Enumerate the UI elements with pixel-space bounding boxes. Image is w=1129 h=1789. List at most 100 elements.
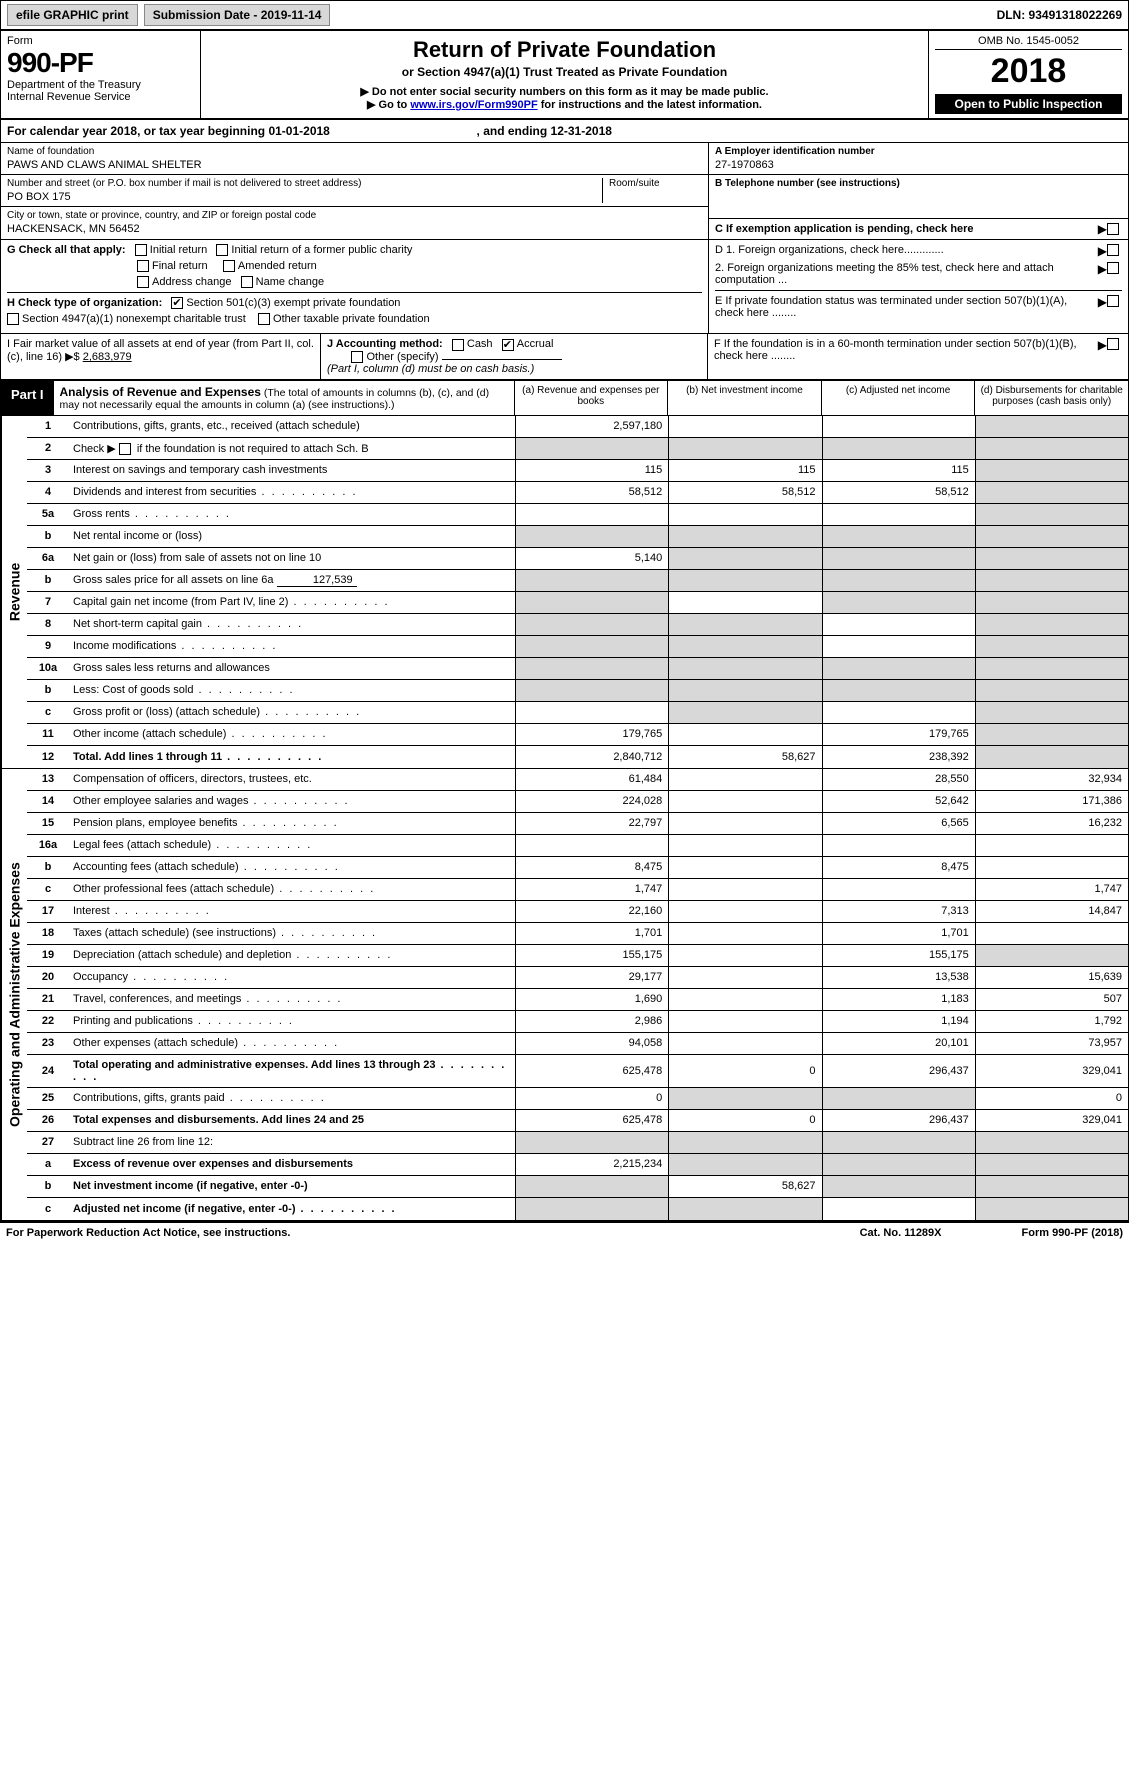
amount-col-b [668,967,821,988]
name-change-checkbox[interactable] [241,276,253,288]
amount-col-b [668,813,821,834]
other-method-checkbox[interactable] [351,351,363,363]
line-label: Depreciation (attach schedule) and deple… [69,945,515,965]
line-label: Total. Add lines 1 through 11 [69,747,515,767]
line-number: 4 [27,482,69,503]
line-26: 26Total expenses and disbursements. Add … [27,1110,1128,1132]
amount-col-c [822,504,975,525]
amount-col-d [975,592,1128,613]
line-label: Dividends and interest from securities [69,482,515,502]
amount-col-b [668,592,821,613]
line-8: 8Net short-term capital gain [27,614,1128,636]
amount-col-b [668,680,821,701]
line-number: 13 [27,769,69,790]
accrual-checkbox[interactable] [502,339,514,351]
amount-col-d [975,724,1128,745]
line-number: 3 [27,460,69,481]
line-11: 11Other income (attach schedule)179,7651… [27,724,1128,746]
line-15: 15Pension plans, employee benefits22,797… [27,813,1128,835]
line-label: Check ▶ if the foundation is not require… [69,438,515,459]
amount-col-a: 625,478 [515,1055,668,1087]
amount-col-d [975,570,1128,591]
amount-col-a [515,636,668,657]
amended-return-checkbox[interactable] [223,260,235,272]
amount-col-c [822,438,975,459]
amount-col-d: 14,847 [975,901,1128,922]
amount-col-a [515,1176,668,1197]
dln-label: DLN: 93491318022269 [997,8,1122,22]
line-number: 8 [27,614,69,635]
cash-checkbox[interactable] [452,339,464,351]
line-20: 20Occupancy29,17713,53815,639 [27,967,1128,989]
cash-basis-note: (Part I, column (d) must be on cash basi… [327,363,534,375]
identity-block: Name of foundation PAWS AND CLAWS ANIMAL… [1,143,1128,240]
amount-col-b [668,879,821,900]
amount-col-c [822,416,975,437]
amount-col-d [975,1176,1128,1197]
amount-col-c: 115 [822,460,975,481]
line-number: b [27,1176,69,1197]
line-number: 26 [27,1110,69,1131]
e-checkbox[interactable] [1107,295,1119,307]
amount-col-d: 329,041 [975,1055,1128,1087]
line-7: 7Capital gain net income (from Part IV, … [27,592,1128,614]
amount-col-c: 296,437 [822,1055,975,1087]
501c3-checkbox[interactable] [171,297,183,309]
line-b: bAccounting fees (attach schedule)8,4758… [27,857,1128,879]
line-number: b [27,526,69,547]
address-change-checkbox[interactable] [137,276,149,288]
sch-b-checkbox[interactable] [119,443,131,455]
amount-col-d [975,1198,1128,1220]
submission-date-button[interactable]: Submission Date - 2019-11-14 [144,4,331,26]
fmv-value: 2,683,979 [83,351,132,363]
irs-link[interactable]: www.irs.gov/Form990PF [410,99,537,111]
line-label: Gross sales price for all assets on line… [69,570,515,591]
amount-col-b [668,570,821,591]
exemption-pending-checkbox[interactable] [1107,223,1119,235]
line-number: 15 [27,813,69,834]
part-tag: Part I [1,381,54,415]
line-label: Excess of revenue over expenses and disb… [69,1154,515,1174]
amount-col-a: 1,690 [515,989,668,1010]
amount-col-c [822,835,975,856]
amount-col-c: 52,642 [822,791,975,812]
amount-col-c [822,702,975,723]
line-label: Contributions, gifts, grants paid [69,1088,515,1108]
line-label: Interest on savings and temporary cash i… [69,460,515,480]
d2-label: 2. Foreign organizations meeting the 85%… [715,262,1098,286]
line-27: 27Subtract line 26 from line 12: [27,1132,1128,1154]
line-number: 25 [27,1088,69,1109]
amount-col-c [822,548,975,569]
amount-col-a [515,438,668,459]
ein-label: A Employer identification number [715,146,1122,157]
amount-col-b: 115 [668,460,821,481]
form-subtitle: or Section 4947(a)(1) Trust Treated as P… [207,65,922,79]
amount-col-b: 0 [668,1055,821,1087]
amount-col-b: 58,627 [668,1176,821,1197]
line-label: Legal fees (attach schedule) [69,835,515,855]
4947a1-checkbox[interactable] [7,313,19,325]
line-label: Pension plans, employee benefits [69,813,515,833]
amount-col-d [975,945,1128,966]
amount-col-a: 58,512 [515,482,668,503]
d2-checkbox[interactable] [1107,262,1119,274]
line-number: 18 [27,923,69,944]
d1-checkbox[interactable] [1107,244,1119,256]
initial-return-checkbox[interactable] [135,244,147,256]
line-3: 3Interest on savings and temporary cash … [27,460,1128,482]
initial-former-checkbox[interactable] [216,244,228,256]
line-label: Net rental income or (loss) [69,526,515,546]
other-taxable-checkbox[interactable] [258,313,270,325]
line-b: bNet rental income or (loss) [27,526,1128,548]
amount-col-a: 2,215,234 [515,1154,668,1175]
amount-col-a: 224,028 [515,791,668,812]
amount-col-d [975,548,1128,569]
line-c: cGross profit or (loss) (attach schedule… [27,702,1128,724]
final-return-checkbox[interactable] [137,260,149,272]
f-checkbox[interactable] [1107,338,1119,350]
expenses-section: Operating and Administrative Expenses 13… [1,769,1128,1222]
efile-button[interactable]: efile GRAPHIC print [7,4,138,26]
line-number: a [27,1154,69,1175]
warning-1: ▶ Do not enter social security numbers o… [207,85,922,98]
page-footer: For Paperwork Reduction Act Notice, see … [0,1223,1129,1243]
